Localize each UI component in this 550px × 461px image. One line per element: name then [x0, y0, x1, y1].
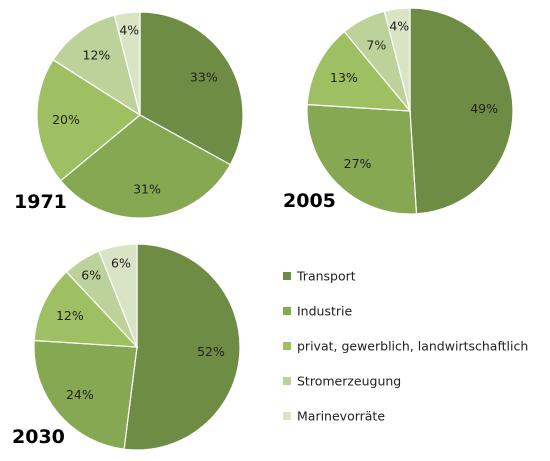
legend-label: Marinevorräte [297, 409, 385, 424]
legend-item-1: Transport [283, 269, 356, 284]
pie-slice-1971-4 [52, 14, 141, 117]
slice-label-2005-5: 4% [389, 19, 409, 34]
legend-item-3: privat, gewerblich, landwirtschaftlich [283, 339, 528, 354]
pie-slice-2030-5 [98, 243, 138, 348]
slice-label-2030-1: 52% [197, 344, 225, 359]
legend-label: privat, gewerblich, landwirtschaftlich [297, 339, 528, 354]
slice-label-1971-1: 33% [190, 70, 218, 85]
legend-swatch [283, 412, 291, 420]
slice-label-2030-5: 6% [111, 256, 131, 271]
pie-chart-2005: 49% 27% 13% 7%4% 2005 [283, 7, 514, 215]
charts-group: 33%31%20%12%4%197149%27%13%7%4%200552%24… [12, 7, 514, 451]
slice-label-1971-3: 20% [52, 112, 80, 127]
pie-slice-1971-1 [139, 11, 244, 166]
slice-label-2030-3: 12% [56, 308, 84, 323]
slice-label-1971-5: 4% [119, 23, 139, 38]
legend-item-4: Stromerzeugung [283, 374, 401, 389]
pie-slice-2030-2 [33, 339, 138, 450]
legend-item-2: Industrie [283, 304, 352, 319]
slice-label-1971-4: 12% [83, 48, 111, 63]
legend-item-5: Marinevorräte [283, 409, 385, 424]
pie-slice-2030-3 [33, 271, 139, 348]
pie-slice-2030-1 [123, 243, 241, 451]
pie-chart-1971: 33% 31% 20% 12% 4% 1971 [14, 11, 244, 219]
year-label-2030: 2030 [12, 426, 65, 448]
legend: Transport Industrie privat, gewerblich, la… [283, 269, 528, 424]
legend-swatch [283, 377, 291, 385]
pie-slice-2005-5 [383, 7, 411, 112]
slice-label-2005-4: 7% [366, 37, 386, 52]
legend-label: Stromerzeugung [297, 374, 401, 389]
pie-slice-2005-3 [306, 30, 412, 112]
slice-label-2005-3: 13% [330, 70, 358, 85]
year-label-2005: 2005 [283, 190, 336, 212]
slice-label-2030-2: 24% [66, 387, 94, 402]
legend-swatch [283, 272, 291, 280]
slice-label-2005-2: 27% [344, 156, 372, 171]
pie-slice-2005-2 [306, 103, 418, 215]
legend-label: Industrie [297, 304, 352, 319]
legend-swatch [283, 342, 291, 350]
legend-label: Transport [296, 269, 356, 284]
slice-label-2030-4: 6% [81, 267, 101, 282]
pie-chart-2030: 52% 24% 12% 6% 6% 2030 [12, 243, 241, 451]
pie-slice-1971-2 [59, 114, 232, 219]
slice-label-2005-1: 49% [470, 101, 498, 116]
pie-slice-2005-1 [409, 7, 514, 215]
legend-swatch [283, 307, 291, 315]
pie-slice-1971-5 [113, 11, 141, 116]
year-label-1971: 1971 [14, 191, 67, 213]
slice-label-1971-2: 31% [133, 181, 161, 196]
pie-slice-1971-3 [36, 58, 142, 182]
